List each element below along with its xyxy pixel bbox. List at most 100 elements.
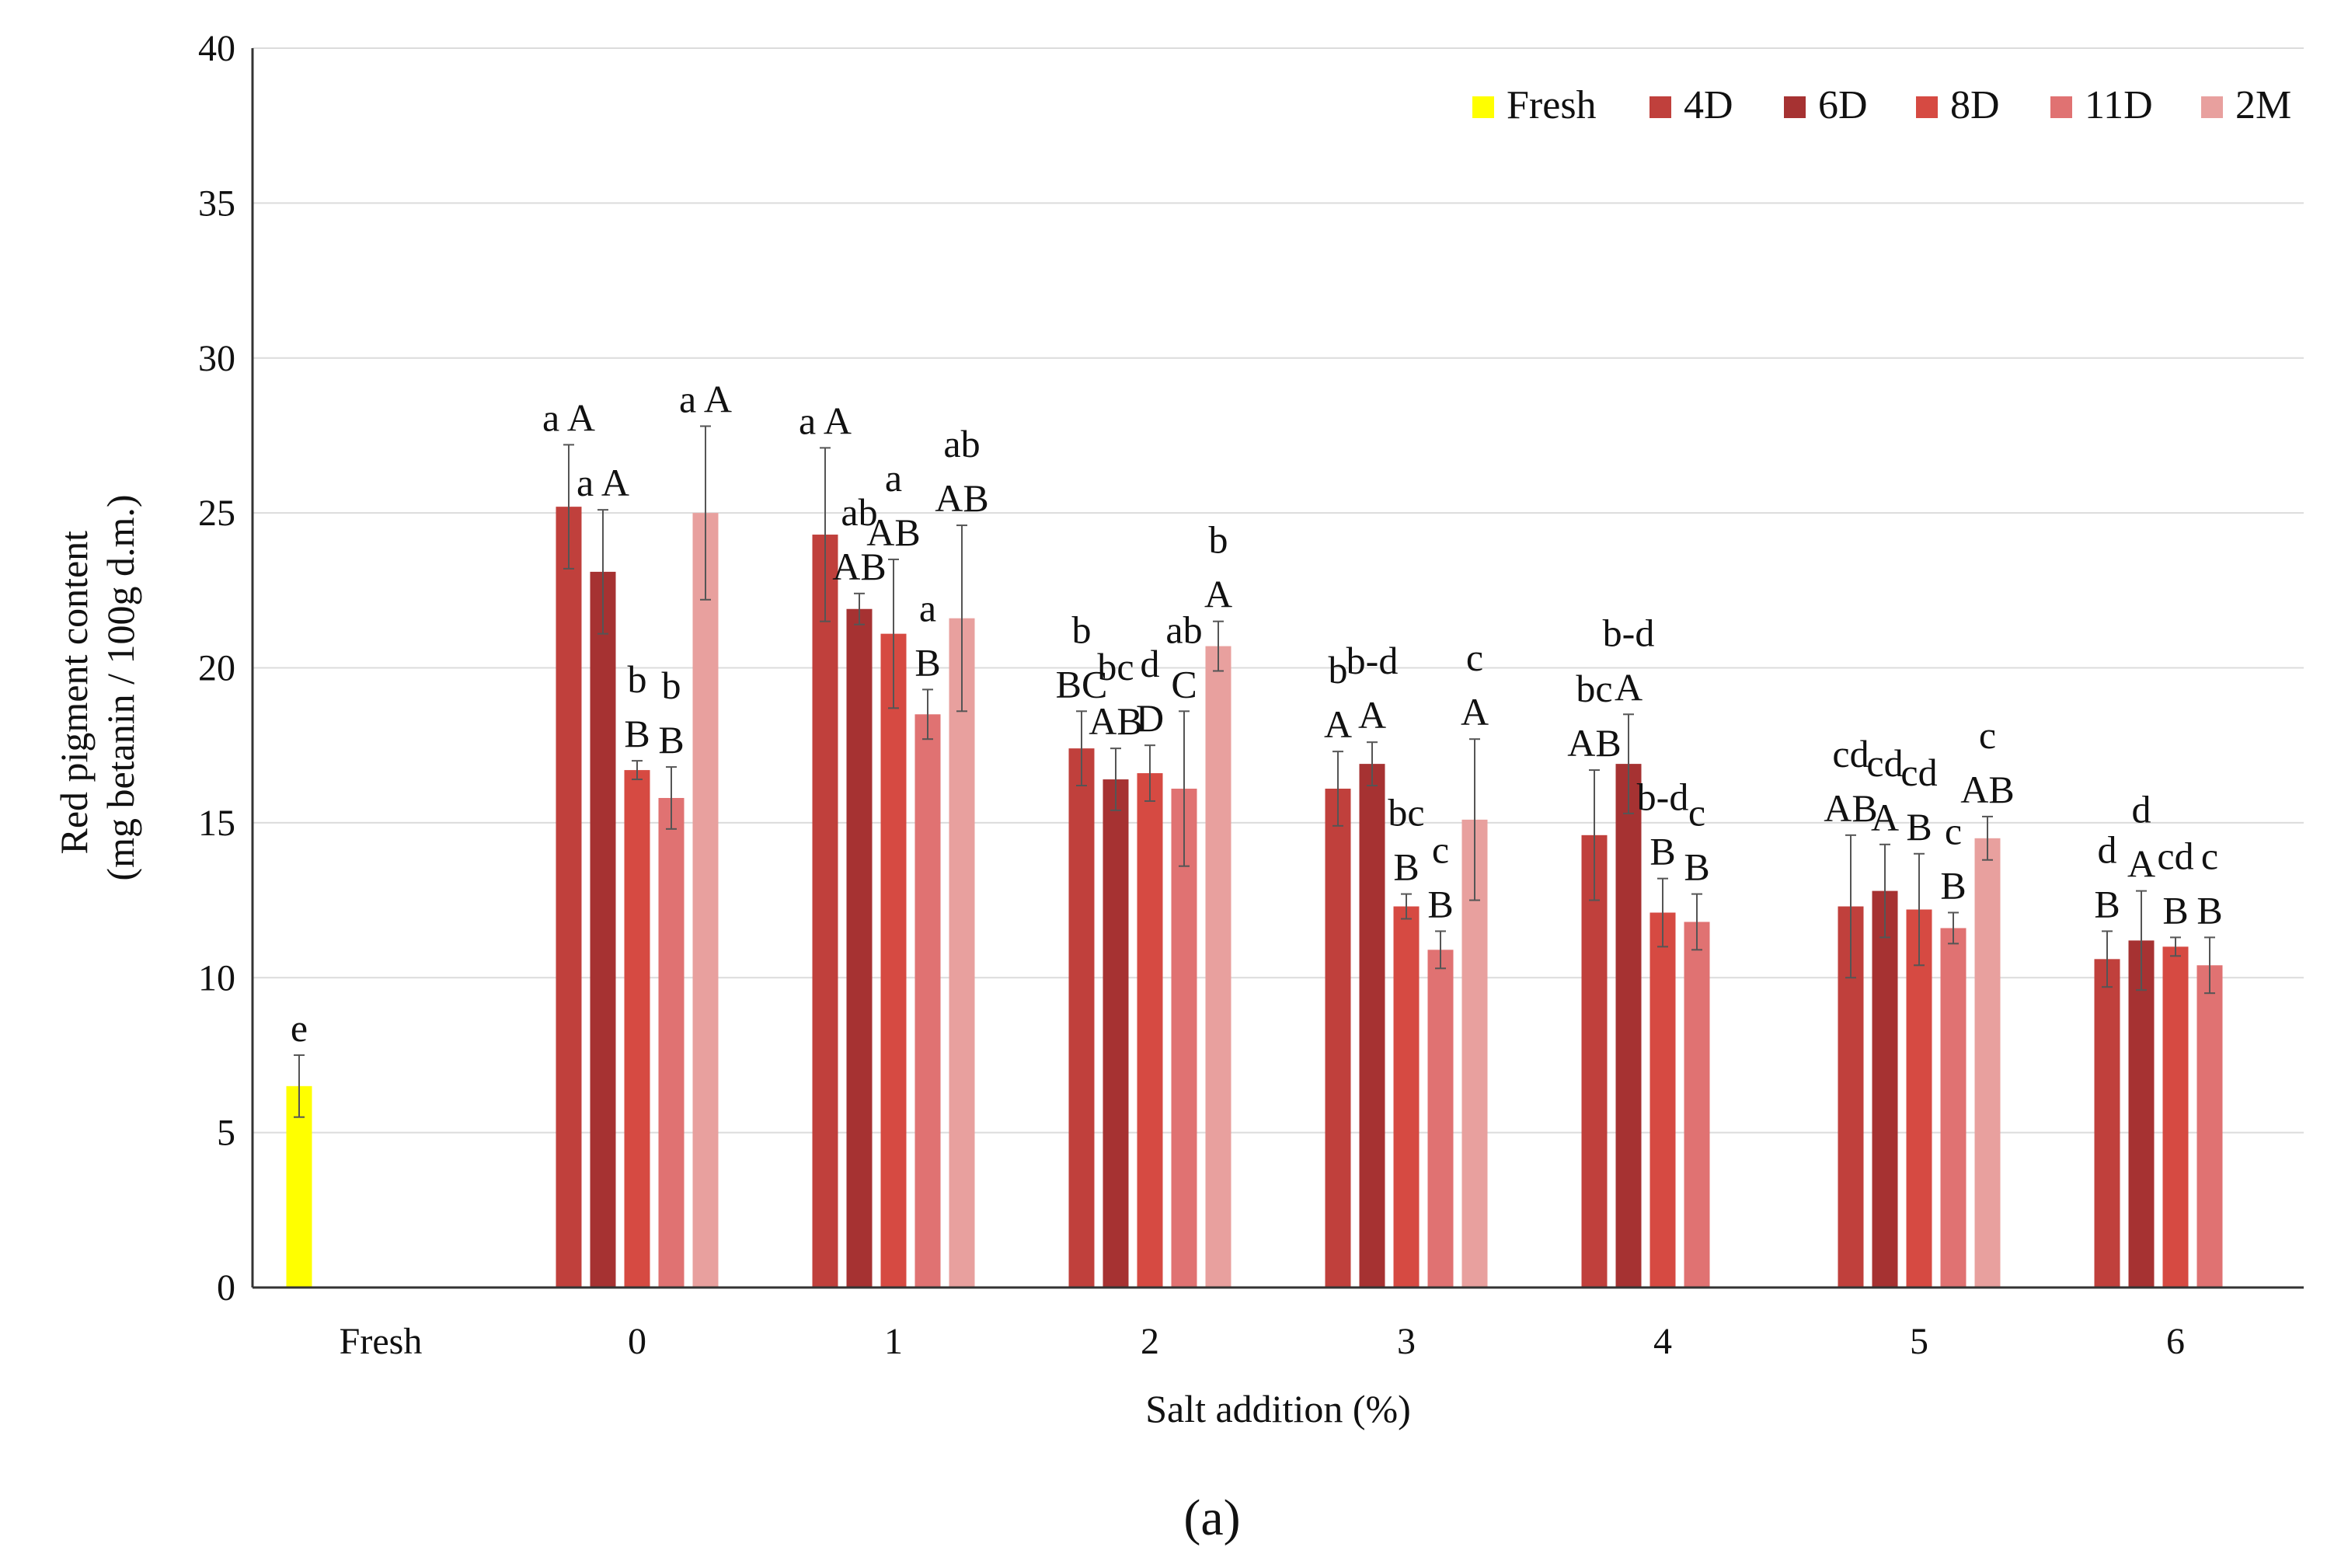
legend-swatch xyxy=(1784,96,1806,118)
error-bar xyxy=(1076,710,1087,787)
significance-label: B xyxy=(1427,882,1453,925)
bar-8D-1 xyxy=(880,633,907,1288)
y-tick-label: 10 xyxy=(198,957,235,998)
significance-label: b xyxy=(662,664,681,707)
bar-4D-1 xyxy=(812,535,838,1288)
significance-label: B xyxy=(2162,888,2188,932)
x-tick-label: 2 xyxy=(1141,1321,1159,1362)
bar-4D-2 xyxy=(1068,748,1095,1288)
legend-swatch xyxy=(1916,96,1938,118)
bar-4D-0 xyxy=(556,507,582,1288)
bar-6D-0 xyxy=(590,571,616,1288)
significance-label: B xyxy=(1940,864,1966,908)
x-tick-label: 3 xyxy=(1397,1321,1416,1362)
legend-item-2M: 2M xyxy=(2201,83,2291,127)
significance-label: AB xyxy=(1960,768,2014,811)
significance-label: b-d xyxy=(1346,639,1399,682)
significance-label: B xyxy=(624,712,650,755)
significance-label: b xyxy=(1209,518,1228,562)
error-bar xyxy=(1144,744,1155,802)
error-bar xyxy=(1657,877,1668,948)
bar-Fresh-Fresh xyxy=(286,1085,312,1288)
error-bar xyxy=(922,688,933,740)
significance-label: AB xyxy=(832,545,886,588)
significance-label: BC xyxy=(1056,662,1108,706)
legend-label: 11D xyxy=(2085,83,2153,127)
significance-label: A xyxy=(1204,573,1232,616)
significance-label: cd xyxy=(1900,751,1937,794)
legend-swatch xyxy=(2050,96,2072,118)
significance-label: b xyxy=(1329,648,1348,692)
significance-label: A xyxy=(1358,693,1386,737)
significance-label: AB xyxy=(1567,721,1621,765)
y-tick-label: 40 xyxy=(198,28,235,69)
error-bar xyxy=(888,558,899,709)
y-axis-title-line-1: Red pigment content xyxy=(52,531,96,855)
significance-label: A xyxy=(1324,702,1352,746)
significance-label: AB xyxy=(1089,699,1142,743)
error-bar xyxy=(563,444,574,570)
significance-label: bc xyxy=(1388,791,1424,835)
x-tick-label: Fresh xyxy=(340,1321,423,1362)
legend-swatch xyxy=(1472,96,1494,118)
x-tick-label: 6 xyxy=(2166,1321,2185,1362)
legend-item-8D: 8D xyxy=(1916,83,2000,127)
significance-label: B xyxy=(1684,845,1709,889)
bar-6D-2 xyxy=(1103,779,1129,1288)
significance-label: cd xyxy=(1866,741,1903,785)
error-bar xyxy=(1469,738,1480,901)
significance-label: AB xyxy=(935,476,988,520)
bar-4D-4 xyxy=(1581,835,1608,1288)
significance-label: ab xyxy=(841,490,877,534)
y-axis-title: Red pigment content (mg betanin / 100g d… xyxy=(52,494,142,880)
significance-label: AB xyxy=(1824,786,1877,830)
significance-label: B xyxy=(1393,845,1419,889)
error-bar xyxy=(632,760,643,781)
bar-6D-3 xyxy=(1359,764,1385,1288)
bar-2M-1 xyxy=(949,618,975,1288)
bar-2M-5 xyxy=(1974,838,2001,1288)
significance-label: A xyxy=(1871,796,1899,839)
significance-label: B xyxy=(2094,882,2120,925)
bars xyxy=(286,507,2223,1288)
error-bar xyxy=(1589,769,1600,901)
significance-label: c xyxy=(1432,828,1449,871)
error-bar xyxy=(700,425,711,601)
axes xyxy=(251,48,2304,1289)
error-bar xyxy=(820,447,831,622)
x-tick-label: 4 xyxy=(1653,1321,1672,1362)
significance-label: B xyxy=(2196,888,2222,932)
error-bar xyxy=(1213,620,1224,672)
significance-label: b-d xyxy=(1603,611,1655,654)
bar-8D-0 xyxy=(624,770,650,1288)
bar-2M-2 xyxy=(1205,646,1231,1288)
bar-11D-2 xyxy=(1171,789,1197,1288)
bar-6D-6 xyxy=(2128,940,2155,1288)
error-bar xyxy=(666,766,677,830)
error-bar xyxy=(1691,893,1702,951)
y-tick-label: 15 xyxy=(198,803,235,844)
significance-label: B xyxy=(914,640,940,684)
significance-label: a A xyxy=(577,461,629,504)
x-tick-label: 0 xyxy=(628,1321,646,1362)
significance-label: ab xyxy=(943,422,980,465)
bar-8D-5 xyxy=(1906,909,1932,1288)
error-bar xyxy=(1982,815,1993,861)
error-bar xyxy=(956,524,967,713)
bar-11D-5 xyxy=(1940,928,1967,1288)
error-bar xyxy=(1948,911,1959,945)
significance-label: d xyxy=(2098,828,2117,871)
significance-label: B xyxy=(1906,805,1932,848)
significance-label: a xyxy=(919,586,936,629)
legend-label: Fresh xyxy=(1507,83,1597,127)
bar-4D-3 xyxy=(1325,789,1351,1288)
significance-label: a xyxy=(885,456,902,500)
significance-label: a A xyxy=(799,399,852,442)
x-tick-labels: Fresh 0 1 2 3 4 5 6 xyxy=(340,1321,2185,1362)
legend-swatch xyxy=(2201,96,2223,118)
error-bar xyxy=(1845,834,1856,979)
significance-label: a A xyxy=(542,395,595,439)
error-bar xyxy=(1623,713,1634,814)
